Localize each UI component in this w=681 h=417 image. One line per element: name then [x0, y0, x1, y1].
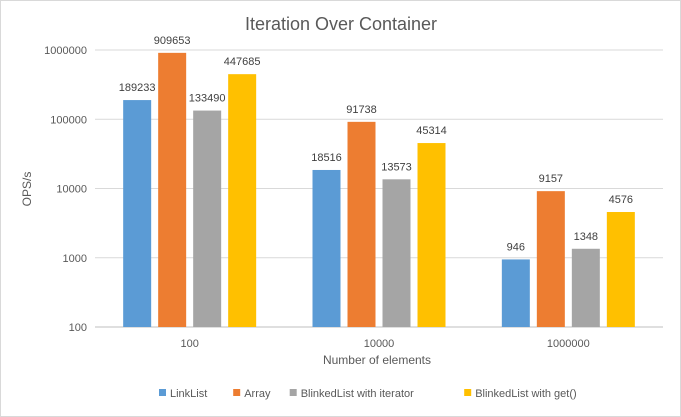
x-tick-label: 100 — [180, 338, 198, 350]
legend-entry: LinkList — [170, 388, 207, 400]
data-label: 189233 — [119, 82, 156, 94]
bar — [158, 52, 187, 328]
data-label: 4576 — [609, 194, 633, 206]
bar — [347, 121, 376, 327]
bar — [501, 259, 530, 327]
x-tick-labels: 100 10000 1000000 — [180, 338, 589, 350]
bar — [193, 110, 222, 327]
data-label: 1348 — [574, 231, 598, 243]
legend-swatch — [289, 389, 297, 396]
data-labels: 189233 909653 133490 447685 18516 91738 13573 4… — [119, 35, 633, 254]
data-label: 45314 — [416, 125, 447, 137]
legend-entry: BlinkedList with iterator — [301, 388, 414, 400]
x-tick-label: 1000000 — [547, 338, 590, 350]
legend-swatch — [464, 389, 472, 396]
x-tick-label: 10000 — [364, 338, 395, 350]
y-tick-label: 10000 — [56, 184, 87, 196]
legend-entry: Array — [244, 388, 271, 400]
bar — [571, 248, 600, 327]
data-label: 133490 — [189, 93, 226, 105]
legend-swatch — [159, 389, 166, 396]
bar — [606, 212, 635, 327]
x-axis-label: Number of elements — [323, 353, 431, 367]
legend-swatch — [233, 389, 241, 396]
y-tick-label: 100 — [69, 322, 87, 334]
gridlines — [95, 49, 663, 328]
bar — [123, 100, 152, 327]
bar — [417, 143, 446, 327]
data-label: 447685 — [224, 56, 261, 68]
data-label: 909653 — [154, 35, 191, 47]
data-label: 18516 — [311, 152, 342, 164]
data-label: 9157 — [539, 173, 563, 185]
legend: LinkList Array BlinkedList with iterator Bl… — [159, 388, 577, 400]
data-label: 13573 — [381, 161, 412, 173]
y-tick-label: 100000 — [50, 114, 87, 126]
data-label: 91738 — [346, 104, 377, 116]
bar — [382, 179, 411, 327]
y-axis-label: OPS/s — [20, 172, 34, 207]
chart-title: Iteration Over Container — [245, 14, 437, 34]
legend-entry: BlinkedList with get() — [475, 388, 577, 400]
bar — [312, 169, 341, 327]
bars — [123, 52, 635, 328]
y-tick-label: 1000 — [63, 253, 87, 265]
y-tick-labels: 100 1000 10000 100000 1000000 — [44, 45, 87, 334]
data-label: 946 — [507, 241, 525, 253]
y-tick-label: 1000000 — [44, 45, 87, 57]
bar — [536, 191, 565, 327]
bar — [228, 74, 257, 327]
